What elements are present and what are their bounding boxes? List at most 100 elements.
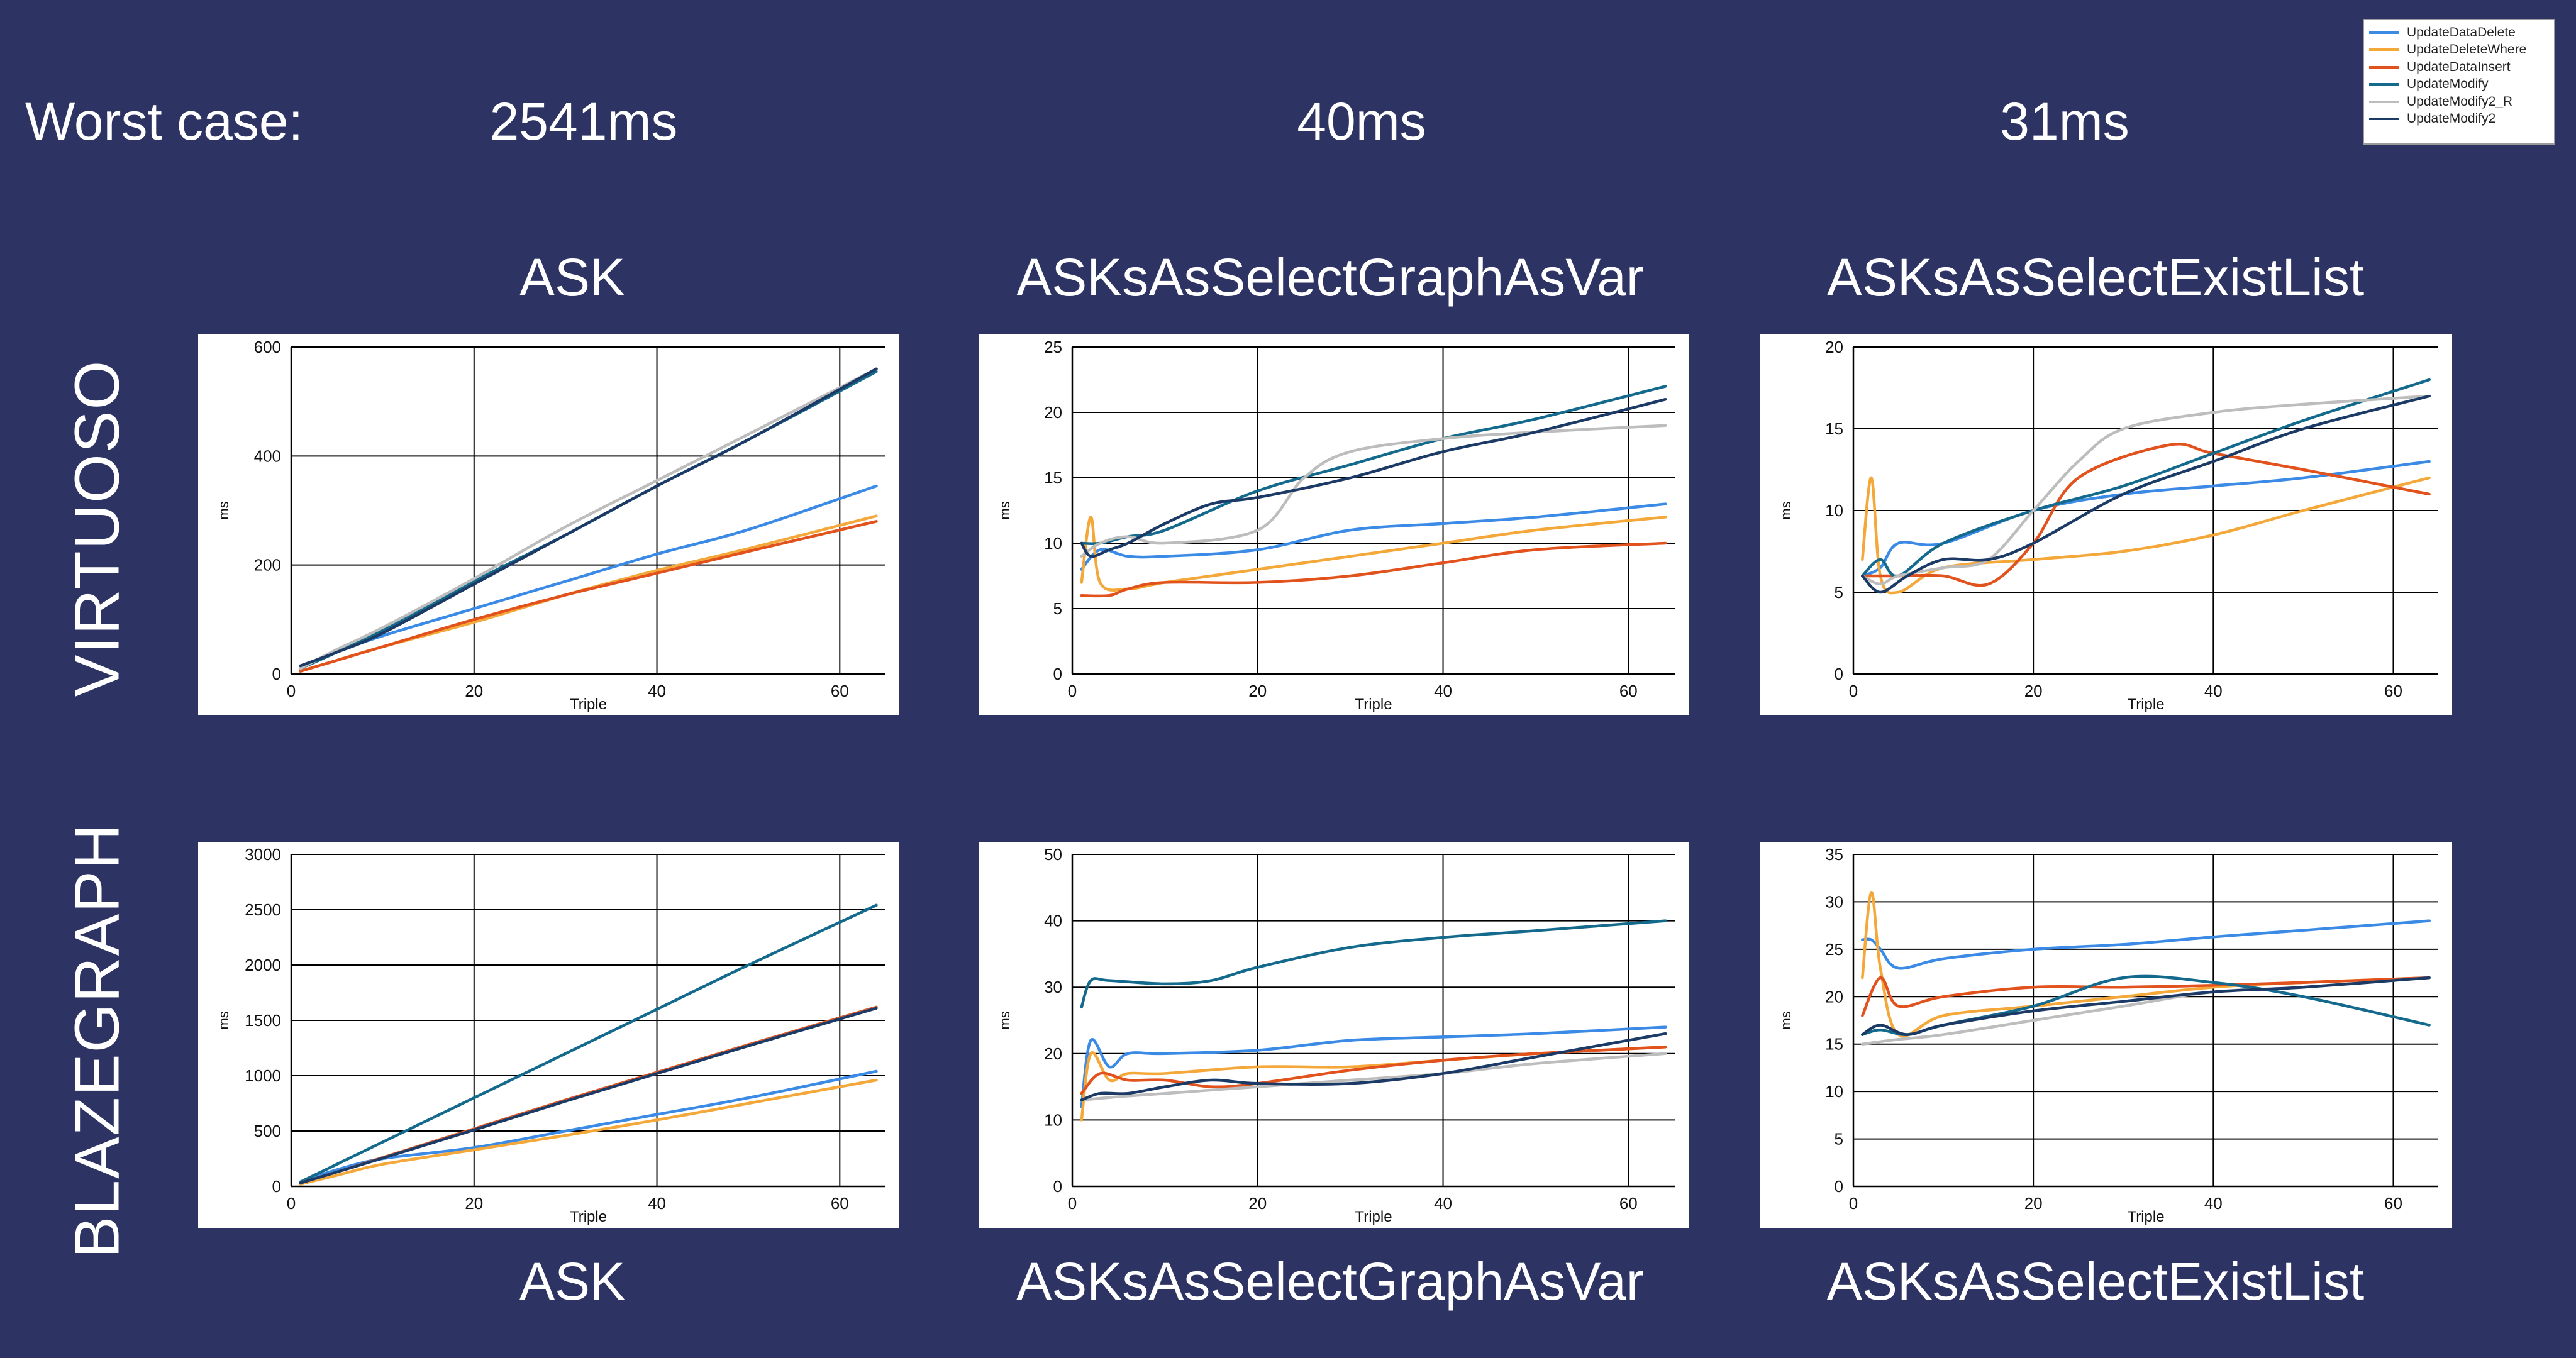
legend-swatch [2369, 48, 2399, 52]
y-tick-label: 2000 [245, 956, 281, 974]
chart-virtuoso-graph-as-var: 0 5 10 15 20 25 0 20 40 60 Triple ms [997, 338, 1675, 713]
series-line-UpdateModify2 [1080, 1032, 1667, 1101]
x-axis-label: Triple [1355, 1208, 1392, 1225]
y-tick-label: 15 [1825, 1035, 1843, 1054]
series-line-UpdateDataDelete [1861, 919, 2431, 970]
row-label-blazegraph: BLAZEGRAPH [62, 822, 133, 1259]
y-tick-label: 25 [1825, 940, 1843, 959]
series-line-UpdateDataDelete [299, 1069, 878, 1184]
x-tick-label: 60 [1619, 682, 1638, 700]
series-line-UpdateModify2_R [1080, 424, 1667, 558]
legend-item: UpdateModify [2369, 76, 2549, 94]
y-tick-label: 30 [1044, 978, 1062, 996]
y-tick-label: 1000 [245, 1066, 281, 1085]
legend-item: UpdateModify2 [2369, 111, 2549, 128]
series-line-UpdateModify2 [1080, 397, 1667, 558]
series-line-UpdateModify [1080, 919, 1667, 1009]
series-line-UpdateDeleteWhere [1861, 891, 2431, 1038]
chart-blazegraph-ask: 0 500 1000 1500 2000 2500 3000 0 20 40 60 Triple ms [216, 845, 886, 1225]
column-title-bottom-graph-as-var: ASKsAsSelectGraphAsVar [1016, 1252, 1644, 1311]
chart-virtuoso-exist-list: 0 5 10 15 20 0 20 40 60 Triple ms [1778, 338, 2438, 713]
y-tick-label: 5 [1835, 583, 1843, 602]
x-tick-label: 20 [1248, 682, 1267, 700]
x-tick-label: 60 [831, 682, 849, 700]
y-axis-label: ms [997, 1011, 1013, 1029]
series-line-UpdateModify2 [1861, 394, 2431, 594]
legend-item: UpdateModify2_R [2369, 93, 2549, 111]
y-tick-label: 0 [1835, 1177, 1843, 1196]
y-axis-label: ms [1778, 1011, 1794, 1029]
worst-case-value-exist-list: 31ms [2000, 92, 2129, 151]
y-tick-label: 10 [1825, 501, 1843, 520]
x-axis-label: Triple [2127, 696, 2164, 713]
chart-panel: 0 500 1000 1500 2000 2500 3000 0 20 40 60 Triple ms [198, 842, 899, 1228]
legend-swatch [2369, 100, 2399, 103]
legend-label: UpdateDataDelete [2407, 25, 2516, 40]
y-tick-label: 20 [1825, 987, 1843, 1006]
row-label-virtuoso: VIRTUOSO [62, 359, 133, 697]
legend-label: UpdateModify [2407, 77, 2489, 92]
series-line-UpdateDataInsert [1861, 442, 2431, 587]
y-tick-label: 400 [254, 446, 281, 465]
x-tick-label: 20 [2024, 1194, 2043, 1213]
series-line-UpdateDeleteWhere [299, 1078, 878, 1186]
series-line-UpdateDataInsert [1080, 541, 1667, 598]
legend-label: UpdateDeleteWhere [2407, 42, 2527, 57]
x-tick-label: 60 [1619, 1194, 1638, 1213]
x-tick-label: 40 [648, 1194, 666, 1213]
y-tick-label: 50 [1044, 845, 1062, 864]
series-line-UpdateModify2_R [1861, 394, 2431, 586]
y-tick-label: 5 [1053, 599, 1062, 618]
series-line-UpdateModify2_R [1080, 1052, 1667, 1101]
y-tick-label: 5 [1835, 1130, 1843, 1149]
y-tick-label: 0 [272, 1177, 281, 1196]
y-tick-label: 500 [254, 1122, 281, 1140]
x-tick-label: 20 [465, 1194, 483, 1213]
chart-panel: 0 200 400 600 0 20 40 60 Triple ms [198, 334, 899, 715]
worst-case-value-ask: 2541ms [489, 92, 678, 151]
worst-case-label: Worst case: [25, 92, 303, 151]
column-title-bottom-ask: ASK [519, 1252, 626, 1311]
series-line-UpdateModify2 [1861, 976, 2431, 1036]
x-tick-label: 0 [1068, 682, 1077, 700]
chart-panel: 0 5 10 15 20 25 0 20 40 60 Triple ms [979, 334, 1689, 715]
series-line-UpdateModify2 [299, 367, 878, 668]
y-tick-label: 20 [1825, 338, 1843, 356]
legend-label: UpdateDataInsert [2407, 59, 2511, 74]
x-tick-label: 0 [287, 1194, 296, 1213]
y-tick-label: 35 [1825, 845, 1843, 864]
chart-panel: 0 5 10 15 20 0 20 40 60 Triple ms [1760, 334, 2452, 715]
y-tick-label: 10 [1825, 1082, 1843, 1101]
x-tick-label: 60 [831, 1194, 849, 1213]
x-tick-label: 60 [2384, 682, 2402, 700]
legend-swatch [2369, 83, 2399, 86]
series-line-UpdateDataInsert [1861, 976, 2431, 1017]
chart-blazegraph-exist-list: 0 5 10 15 20 25 30 35 0 20 40 60 Triple ms [1778, 845, 2438, 1225]
column-title-top-ask: ASK [519, 248, 626, 307]
legend-item: UpdateDataDelete [2369, 24, 2549, 41]
x-tick-label: 60 [2384, 1194, 2402, 1213]
legend-swatch [2369, 65, 2399, 69]
series-line-UpdateDeleteWhere [1080, 516, 1667, 592]
y-tick-label: 15 [1825, 419, 1843, 438]
y-axis-label: ms [216, 1011, 231, 1029]
x-axis-label: Triple [570, 696, 607, 713]
y-tick-label: 15 [1044, 468, 1062, 487]
x-tick-label: 0 [1849, 1194, 1858, 1213]
x-axis-label: Triple [570, 1208, 607, 1225]
series-line-UpdateModify [299, 903, 878, 1184]
legend-label: UpdateModify2_R [2407, 94, 2513, 109]
y-tick-label: 0 [1053, 665, 1062, 683]
y-tick-label: 25 [1044, 338, 1062, 356]
y-tick-label: 40 [1044, 912, 1062, 930]
legend-swatch [2369, 31, 2399, 34]
x-tick-label: 0 [1849, 682, 1858, 700]
y-axis-label: ms [216, 501, 231, 519]
x-tick-label: 40 [2204, 1194, 2223, 1213]
legend: UpdateDataDelete UpdateDeleteWhere Updat… [2363, 19, 2555, 145]
x-tick-label: 40 [1434, 1194, 1452, 1213]
y-tick-label: 0 [1053, 1177, 1062, 1196]
y-tick-label: 20 [1044, 1044, 1062, 1063]
y-tick-label: 30 [1825, 892, 1843, 911]
series-line-UpdateDataInsert [1080, 1045, 1667, 1095]
